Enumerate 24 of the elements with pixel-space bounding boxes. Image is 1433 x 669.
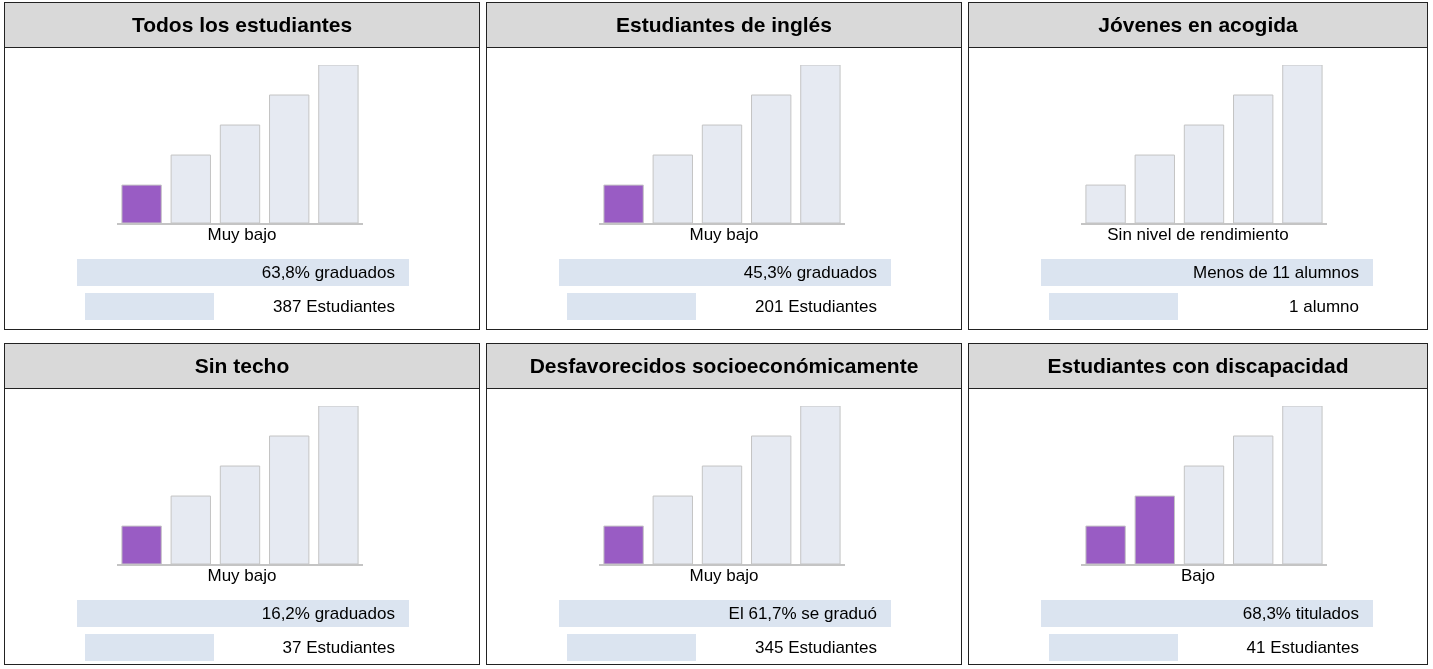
chart-title: Todos los estudiantes [5, 3, 479, 48]
text: Menos de 11 alumnos [1192, 263, 1360, 282]
text: 16,2% graduados [261, 604, 396, 623]
chart-title: Sin techo [5, 344, 479, 389]
text: Bajo [1180, 566, 1216, 586]
text: 45,3% graduados [743, 263, 878, 282]
text: Sin nivel de rendimiento [1106, 225, 1290, 245]
text: 41 Estudiantes [1246, 638, 1360, 657]
text: Muy bajo [688, 566, 760, 586]
text: Muy bajo [206, 225, 278, 245]
text: El 61,7% se graduó [728, 604, 878, 623]
chart-title: Jóvenes en acogida [969, 3, 1427, 48]
text: Muy bajo [688, 225, 760, 245]
text: 345 Estudiantes [755, 638, 878, 657]
chart-title: Estudiantes con discapacidad [969, 344, 1427, 389]
chart-title: Desfavorecidos socioeconómicamente [487, 344, 961, 389]
text: 201 Estudiantes [755, 297, 878, 316]
text: 387 Estudiantes [273, 297, 396, 316]
text: 63,8% graduados [261, 263, 396, 282]
chart-title: Estudiantes de inglés [487, 3, 961, 48]
text: Muy bajo [206, 566, 278, 586]
text: 37 Estudiantes [282, 638, 396, 657]
text: 68,3% titulados [1242, 604, 1360, 623]
text: 1 alumno [1289, 297, 1360, 316]
